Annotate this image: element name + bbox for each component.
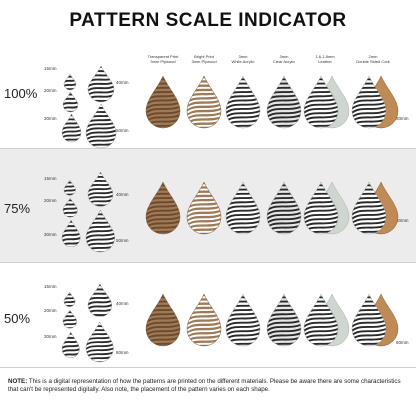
material-header-transparent-plywood: Transparent Print 3mm Plywood [147,54,179,64]
scale-label-75: 75% [4,201,31,216]
size-label-15mm: 15mm [44,284,57,289]
pattern-swatch-20mm [62,309,78,329]
size-label-50mm: 50mm [116,350,129,355]
material-swatch-white-acrylic [225,75,261,129]
material-swatch-bright-plywood [186,181,222,235]
size-label-20mm: 20mm [44,198,57,203]
size-label-40mm: 40mm [116,192,129,197]
band-divider [0,262,416,263]
material-swatch-bright-plywood [186,75,222,129]
size-label-40mm: 40mm [116,80,129,85]
material-swatch-white-acrylic [225,293,261,347]
material-header-leather: 1.6-1.8mm Leather [315,54,335,64]
material-swatch-leather [303,293,339,347]
material-swatch-clear-acrylic [266,75,302,129]
material-swatch-cork [351,75,387,129]
material-header-clear-acrylic: 3mm Clear Acrylic [272,54,296,64]
band-divider [0,367,416,368]
material-header-bright-plywood: Bright Print 3mm Plywood [191,54,217,64]
pattern-swatch-30mm [61,219,81,248]
size-label-60mm: 60mm [396,116,409,121]
material-swatch-leather [303,75,339,129]
material-header-white-acrylic: 3mm White Acrylic [231,54,255,64]
material-swatch-transparent-plywood [145,293,181,347]
size-label-30mm: 30mm [44,334,57,339]
size-label-30mm: 30mm [44,116,57,121]
pattern-swatch-30mm [61,113,82,143]
pattern-swatch-40mm [87,65,115,103]
material-swatch-transparent-plywood [145,75,181,129]
size-label-60mm: 60mm [396,218,409,223]
scale-label-100: 100% [4,86,38,101]
material-swatch-clear-acrylic [266,293,302,347]
material-swatch-bright-plywood [186,293,222,347]
note-text: This is a digital representation of how … [8,378,401,393]
size-label-20mm: 20mm [44,88,57,93]
pattern-swatch-30mm [61,331,80,358]
pattern-swatch-40mm [87,171,114,207]
pattern-swatch-50mm [85,321,114,363]
pattern-swatch-20mm [62,197,78,218]
pattern-swatch-15mm [63,179,76,196]
size-label-50mm: 50mm [116,238,129,243]
note-label: NOTE: [8,378,28,385]
size-label-15mm: 15mm [44,66,57,71]
pattern-swatch-15mm [63,291,76,307]
pattern-swatch-50mm [85,209,115,253]
size-label-15mm: 15mm [44,176,57,181]
size-label-30mm: 30mm [44,232,57,237]
pattern-swatch-50mm [85,103,117,149]
material-swatch-clear-acrylic [266,181,302,235]
pattern-swatch-15mm [63,73,77,91]
material-header-cork: 2mm Double Sided Cork [356,54,390,64]
material-swatch-white-acrylic [225,181,261,235]
size-label-40mm: 40mm [116,301,129,306]
material-swatch-cork [351,181,387,235]
material-swatch-transparent-plywood [145,181,181,235]
disclaimer-note: NOTE: This is a digital representation o… [8,378,408,394]
material-swatch-leather [303,181,339,235]
pattern-swatch-20mm [62,91,79,113]
size-label-60mm: 60mm [396,340,409,345]
pattern-swatch-40mm [87,283,113,318]
size-label-20mm: 20mm [44,308,57,313]
scale-label-50: 50% [4,311,31,326]
material-swatch-cork [351,293,387,347]
band-divider [0,148,416,149]
size-label-50mm: 50mm [116,128,129,133]
page-title: PATTERN SCALE INDICATOR [69,10,347,31]
